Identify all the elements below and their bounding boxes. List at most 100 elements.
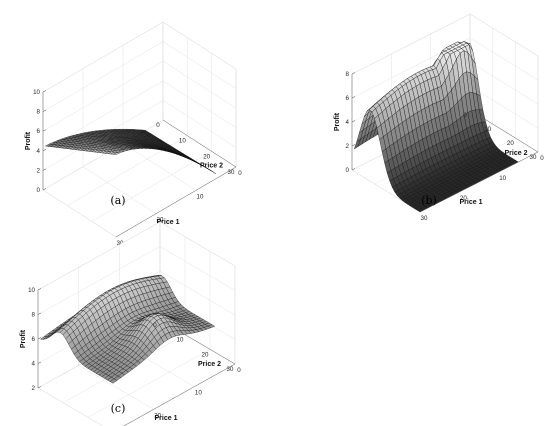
skirt-patch xyxy=(190,311,193,362)
x-axis-line xyxy=(123,363,236,426)
caption-a: (a) xyxy=(110,194,125,207)
skirt-patch xyxy=(165,278,168,348)
z-tick-label: 4 xyxy=(346,119,350,126)
y-tick-label: 10 xyxy=(484,126,491,133)
y-tick-label: 20 xyxy=(203,153,210,160)
skirt-patch xyxy=(470,44,473,134)
grid-line xyxy=(37,221,161,291)
x-axis-label: Price 1 xyxy=(157,219,180,226)
z-tick-label: 4 xyxy=(32,361,36,368)
skirt-patch xyxy=(198,316,201,367)
grid-line xyxy=(159,270,236,316)
z-tick-label: 0 xyxy=(37,187,41,194)
x-tick-label: 30 xyxy=(421,215,428,222)
y-tick-label: 10 xyxy=(179,138,186,145)
grid-line xyxy=(42,41,164,112)
grid-line xyxy=(42,60,164,132)
z-axis-label: Profit xyxy=(25,131,32,150)
z-tick xyxy=(42,168,47,171)
surface-patch xyxy=(110,378,118,384)
z-tick xyxy=(42,109,47,112)
grid-line xyxy=(162,41,237,89)
skirt-patch xyxy=(181,305,184,358)
z-tick xyxy=(37,361,42,364)
x-axis-line xyxy=(115,166,237,238)
x-tick-label: 20 xyxy=(460,195,467,202)
skirt-patch xyxy=(473,51,476,136)
x-tick-label: 10 xyxy=(195,390,202,397)
skirt-patch xyxy=(176,297,179,354)
z-axis-label: Profit xyxy=(20,329,27,348)
skirt-patch xyxy=(156,275,159,342)
z-tick xyxy=(42,149,47,152)
x-tick-label: 0 xyxy=(540,155,544,162)
grid-line xyxy=(42,189,117,238)
grid-line xyxy=(159,246,236,291)
skirt-patch xyxy=(468,43,471,132)
grid-line xyxy=(469,85,539,129)
grid-line xyxy=(162,60,237,109)
grid-line xyxy=(351,13,471,75)
z-tick xyxy=(37,337,42,340)
y-tick-label: 30 xyxy=(227,366,234,373)
z-tick xyxy=(37,386,42,389)
grid-line xyxy=(91,151,212,222)
x-axis-label: Price 1 xyxy=(155,415,178,422)
z-tick-label: 8 xyxy=(37,109,41,116)
z-tick xyxy=(37,312,42,315)
z-tick-label: 10 xyxy=(28,287,35,294)
skirt-patch xyxy=(142,282,145,334)
x-axis-label: Price 1 xyxy=(460,199,483,206)
y-axis-line xyxy=(159,319,236,365)
grid-line xyxy=(82,166,157,214)
z-tick xyxy=(351,96,356,99)
y-axis-label: Price 2 xyxy=(198,361,221,368)
z-tick-label: 2 xyxy=(37,167,41,174)
y-axis-line xyxy=(469,109,539,153)
z-tick xyxy=(37,288,42,291)
z-tick xyxy=(351,72,356,75)
y-axis-label: Price 2 xyxy=(200,163,223,170)
z-tick-label: 6 xyxy=(37,128,41,135)
grid-line xyxy=(78,365,154,410)
grid-line xyxy=(162,80,237,129)
z-tick-label: 2 xyxy=(346,143,350,150)
z-tick xyxy=(42,129,47,132)
grid-line xyxy=(162,21,237,70)
z-tick-label: 6 xyxy=(32,336,36,343)
grid-line xyxy=(469,37,539,81)
z-tick xyxy=(351,120,356,123)
caption-c: (c) xyxy=(111,402,126,415)
y-tick-label: 30 xyxy=(530,154,537,161)
z-tick-label: 10 xyxy=(33,89,40,96)
skirt-patch xyxy=(173,292,176,352)
skirt-patch xyxy=(162,276,165,346)
caption-b: (b) xyxy=(421,194,437,207)
y-tick-label: 10 xyxy=(177,337,184,344)
y-axis-label: Price 2 xyxy=(505,150,528,157)
z-tick xyxy=(351,144,356,147)
surface xyxy=(40,275,215,384)
y-tick-label: 20 xyxy=(507,140,514,147)
x-tick-label: 0 xyxy=(237,367,241,374)
grid-line xyxy=(122,143,197,191)
z-tick-label: 8 xyxy=(346,71,350,78)
grid-line xyxy=(87,349,211,418)
z-tick-label: 4 xyxy=(37,148,41,155)
y-axis-line xyxy=(162,119,237,168)
skirt-patch xyxy=(167,282,170,349)
skirt-patch xyxy=(187,310,190,361)
grid-line xyxy=(37,246,161,315)
surface xyxy=(354,41,519,213)
z-tick-label: 8 xyxy=(32,312,36,319)
surface-patch xyxy=(113,152,120,155)
x-tick-label: 20 xyxy=(154,412,161,419)
skirt-patch xyxy=(151,278,154,339)
z-tick xyxy=(42,90,47,93)
grid-line xyxy=(37,387,104,426)
y-tick-label: 0 xyxy=(463,112,467,119)
skirt-patch xyxy=(153,276,156,341)
x-tick-label: 30 xyxy=(117,240,124,247)
